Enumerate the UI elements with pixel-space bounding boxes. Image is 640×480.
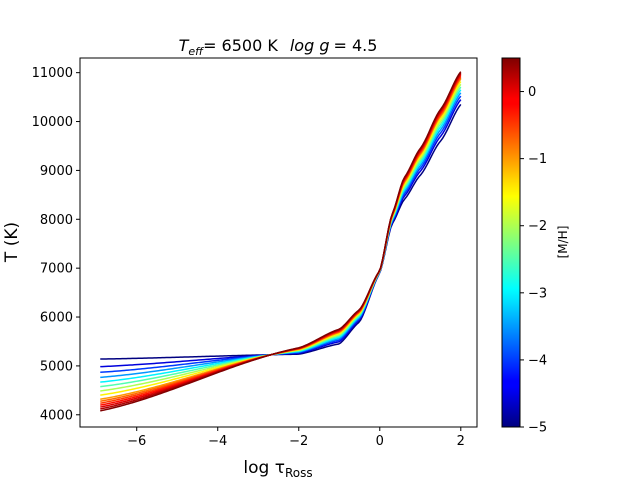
x-tick-label: 0: [376, 434, 384, 449]
curve-mh: [100, 99, 462, 368]
x-tick-label: −4: [208, 434, 227, 449]
curve-mh: [100, 86, 462, 388]
y-tick-label: 4000: [40, 408, 73, 423]
x-tick-label: 2: [457, 434, 465, 449]
curve-mh: [100, 74, 462, 406]
colorbar-label: [M/H]: [556, 226, 570, 259]
curve-mh: [100, 71, 462, 412]
colorbar-tick-label: −2: [528, 219, 547, 234]
x-tick-label: −6: [127, 434, 146, 449]
colorbar-tick-label: −1: [528, 152, 547, 167]
x-axis-label: log τRoss: [243, 458, 312, 480]
colorbar-ticks: 0 −1 −2 −3 −4 −5: [520, 85, 547, 436]
colorbar: [501, 57, 521, 428]
colorbar-tick-label: −3: [528, 286, 547, 301]
colorbar-tick-label: 0: [528, 85, 536, 100]
curve-mh: [100, 92, 462, 379]
curve-mh: [100, 95, 462, 374]
colorbar-tick-label: −5: [528, 421, 547, 436]
curves-group: [100, 71, 462, 412]
curve-mh: [100, 103, 462, 360]
y-tick-label: 10000: [32, 115, 73, 130]
y-tick-label: 5000: [40, 359, 73, 374]
y-tick-label: 6000: [40, 311, 73, 326]
curve-mh: [100, 81, 462, 396]
curve-mh: [100, 89, 462, 383]
y-tick-label: 8000: [40, 213, 73, 228]
curve-mh: [100, 78, 462, 400]
x-tick-label: −2: [289, 434, 308, 449]
y-axis-label: T (K): [2, 222, 22, 263]
y-axis: 4000 5000 6000 7000 8000 9000 10000 11000: [32, 66, 80, 423]
colorbar-tick-label: −4: [528, 353, 547, 368]
y-tick-label: 7000: [40, 262, 73, 277]
y-tick-label: 11000: [32, 66, 73, 81]
plot-frame: [79, 57, 478, 428]
x-axis: −6 −4 −2 0 2: [127, 427, 465, 449]
curve-mh: [100, 83, 462, 392]
curve-mh: [100, 73, 462, 408]
y-tick-label: 9000: [40, 164, 73, 179]
